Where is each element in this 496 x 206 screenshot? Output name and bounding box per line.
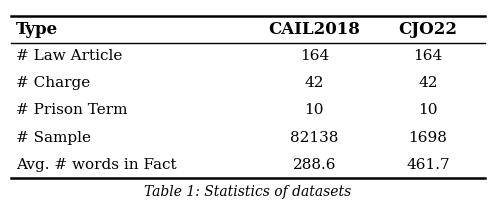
Text: 164: 164 <box>413 49 442 63</box>
Text: 10: 10 <box>305 103 324 117</box>
Text: 42: 42 <box>305 76 324 90</box>
Text: 461.7: 461.7 <box>406 158 450 172</box>
Text: Avg. # words in Fact: Avg. # words in Fact <box>16 158 177 172</box>
Text: CAIL2018: CAIL2018 <box>268 21 360 38</box>
Text: Type: Type <box>16 21 59 38</box>
Text: 164: 164 <box>300 49 329 63</box>
Text: # Prison Term: # Prison Term <box>16 103 127 117</box>
Text: 82138: 82138 <box>290 131 338 145</box>
Text: # Law Article: # Law Article <box>16 49 123 63</box>
Text: Table 1: Statistics of datasets: Table 1: Statistics of datasets <box>144 185 352 199</box>
Text: 288.6: 288.6 <box>293 158 336 172</box>
Text: 10: 10 <box>418 103 437 117</box>
Text: 1698: 1698 <box>409 131 447 145</box>
Text: CJO22: CJO22 <box>398 21 457 38</box>
Text: # Charge: # Charge <box>16 76 90 90</box>
Text: # Sample: # Sample <box>16 131 91 145</box>
Text: 42: 42 <box>418 76 437 90</box>
